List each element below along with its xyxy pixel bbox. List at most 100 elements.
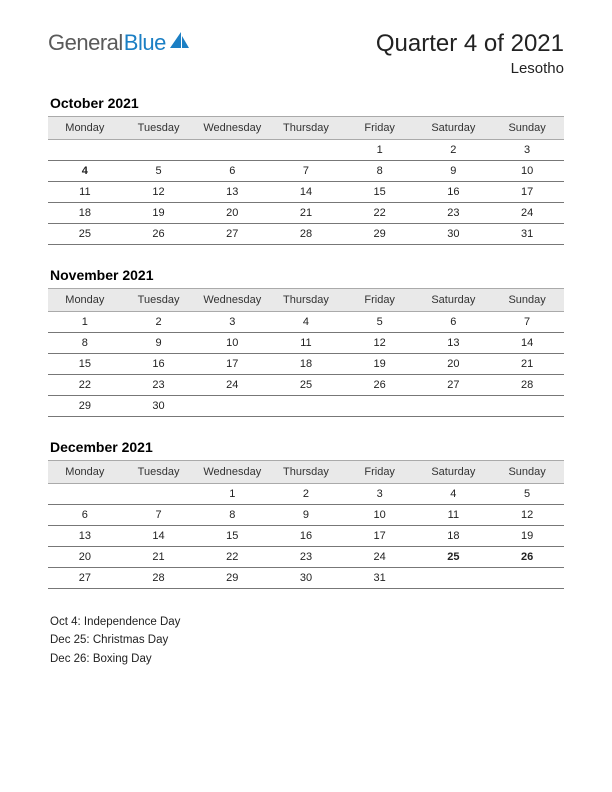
calendar-cell: 10	[343, 505, 417, 526]
calendar-table: MondayTuesdayWednesdayThursdayFridaySatu…	[48, 288, 564, 417]
calendar-cell: 5	[343, 312, 417, 333]
holiday-entry: Oct 4: Independence Day	[50, 613, 564, 631]
calendar-cell: 2	[417, 140, 491, 161]
calendar-row: 25262728293031	[48, 224, 564, 245]
calendar-cell: 15	[343, 182, 417, 203]
calendar-cell: 16	[269, 526, 343, 547]
calendar-cell: 9	[417, 161, 491, 182]
calendar-cell: 29	[343, 224, 417, 245]
calendar-cell: 26	[343, 375, 417, 396]
calendar-row: 12345	[48, 484, 564, 505]
weekday-header: Saturday	[417, 461, 491, 484]
calendar-cell: 11	[269, 333, 343, 354]
calendar-cell: 14	[269, 182, 343, 203]
calendar-cell: 16	[122, 354, 196, 375]
calendar-cell: 9	[122, 333, 196, 354]
calendar-cell: 18	[269, 354, 343, 375]
calendar-cell: 24	[195, 375, 269, 396]
calendar-cell	[490, 568, 564, 589]
calendar-cell: 15	[48, 354, 122, 375]
weekday-header: Saturday	[417, 117, 491, 140]
month-title: November 2021	[50, 267, 564, 283]
calendar-cell	[48, 140, 122, 161]
calendar-cell: 4	[48, 161, 122, 182]
calendar-cell: 8	[48, 333, 122, 354]
logo-text-general: General	[48, 30, 123, 56]
calendar-cell: 3	[490, 140, 564, 161]
month-block: December 2021 MondayTuesdayWednesdayThurs…	[48, 439, 564, 589]
calendar-cell: 20	[48, 547, 122, 568]
calendar-cell: 28	[269, 224, 343, 245]
page-header: GeneralBlue Quarter 4 of 2021 Lesotho	[48, 30, 564, 77]
calendar-cell: 18	[48, 203, 122, 224]
weekday-header: Friday	[343, 289, 417, 312]
calendar-cell: 13	[48, 526, 122, 547]
calendar-row: 1234567	[48, 312, 564, 333]
calendar-row: 6789101112	[48, 505, 564, 526]
calendar-cell: 7	[490, 312, 564, 333]
calendar-cell: 29	[195, 568, 269, 589]
calendar-cell	[195, 140, 269, 161]
calendar-cell	[195, 396, 269, 417]
calendar-cell: 8	[195, 505, 269, 526]
month-title: December 2021	[50, 439, 564, 455]
calendar-row: 2930	[48, 396, 564, 417]
calendar-cell: 28	[122, 568, 196, 589]
calendar-cell: 9	[269, 505, 343, 526]
calendar-cell	[269, 396, 343, 417]
calendar-cell: 25	[417, 547, 491, 568]
calendar-cell: 4	[269, 312, 343, 333]
calendar-cell: 24	[343, 547, 417, 568]
calendar-cell: 20	[195, 203, 269, 224]
calendar-row: 891011121314	[48, 333, 564, 354]
calendar-cell: 1	[195, 484, 269, 505]
weekday-header: Saturday	[417, 289, 491, 312]
calendar-cell: 17	[490, 182, 564, 203]
calendar-cell: 22	[48, 375, 122, 396]
calendar-cell: 12	[343, 333, 417, 354]
calendar-cell	[417, 396, 491, 417]
calendar-cell: 21	[122, 547, 196, 568]
calendar-cell: 27	[48, 568, 122, 589]
calendar-cell: 14	[490, 333, 564, 354]
calendar-cell: 7	[269, 161, 343, 182]
calendar-cell: 23	[269, 547, 343, 568]
weekday-header: Friday	[343, 461, 417, 484]
calendar-cell: 26	[490, 547, 564, 568]
calendar-table: MondayTuesdayWednesdayThursdayFridaySatu…	[48, 460, 564, 589]
weekday-header: Sunday	[490, 289, 564, 312]
calendar-row: 45678910	[48, 161, 564, 182]
calendar-row: 22232425262728	[48, 375, 564, 396]
month-block: October 2021MondayTuesdayWednesdayThursd…	[48, 95, 564, 245]
calendar-cell: 25	[48, 224, 122, 245]
calendar-cell: 30	[417, 224, 491, 245]
holiday-entry: Dec 26: Boxing Day	[50, 650, 564, 668]
weekday-header: Sunday	[490, 117, 564, 140]
calendar-cell	[269, 140, 343, 161]
weekday-header: Monday	[48, 117, 122, 140]
calendar-row: 11121314151617	[48, 182, 564, 203]
calendar-cell	[343, 396, 417, 417]
calendar-cell	[122, 484, 196, 505]
calendar-cell: 6	[417, 312, 491, 333]
calendar-cell: 2	[122, 312, 196, 333]
weekday-header: Wednesday	[195, 461, 269, 484]
logo-text-blue: Blue	[124, 30, 166, 56]
calendar-cell: 7	[122, 505, 196, 526]
month-title: October 2021	[50, 95, 564, 111]
calendar-cell: 26	[122, 224, 196, 245]
calendar-cell	[48, 484, 122, 505]
weekday-header: Tuesday	[122, 461, 196, 484]
calendar-cell: 4	[417, 484, 491, 505]
weekday-header: Friday	[343, 117, 417, 140]
calendar-cell: 23	[417, 203, 491, 224]
calendar-cell: 8	[343, 161, 417, 182]
calendar-row: 13141516171819	[48, 526, 564, 547]
page-subtitle: Lesotho	[376, 60, 564, 77]
calendar-row: 20212223242526	[48, 547, 564, 568]
calendar-cell: 25	[269, 375, 343, 396]
calendar-cell: 3	[195, 312, 269, 333]
calendar-cell: 27	[195, 224, 269, 245]
weekday-header: Thursday	[269, 117, 343, 140]
calendar-cell: 19	[490, 526, 564, 547]
